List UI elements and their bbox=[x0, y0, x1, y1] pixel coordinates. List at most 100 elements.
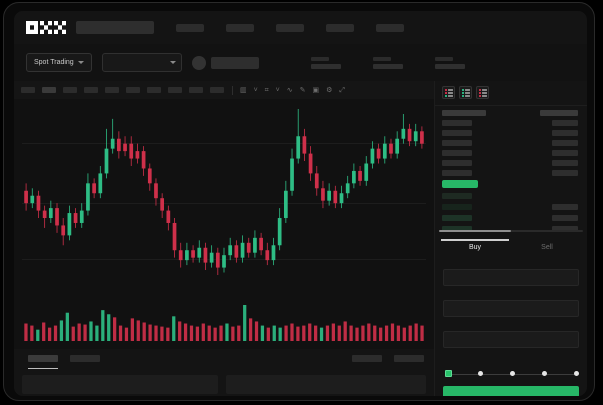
timeframe-button-5[interactable] bbox=[105, 87, 119, 93]
orderbook-header-left[interactable] bbox=[442, 110, 486, 116]
orderbook-ask-size[interactable] bbox=[552, 130, 578, 136]
orderbook-rows[interactable] bbox=[435, 106, 587, 238]
timeframe-button-2[interactable] bbox=[42, 87, 56, 93]
orderbook-bid-size[interactable] bbox=[552, 204, 578, 210]
timeframe-button-9[interactable] bbox=[189, 87, 203, 93]
ticker-stats bbox=[310, 56, 465, 69]
tab-sell[interactable]: Sell bbox=[541, 244, 553, 251]
pencil-icon[interactable]: ✎ bbox=[299, 86, 306, 94]
market-header: Spot Trading bbox=[14, 44, 587, 81]
orderbook-bid-row[interactable] bbox=[442, 193, 472, 199]
orderbook-scrollbar-thumb[interactable] bbox=[439, 230, 511, 232]
orderbook-ask-row[interactable] bbox=[442, 130, 472, 136]
percent-slider[interactable] bbox=[445, 369, 581, 379]
chevron-down-icon bbox=[169, 61, 176, 64]
active-tab-underline bbox=[28, 368, 58, 369]
timeframe-button-1[interactable] bbox=[21, 87, 35, 93]
orderbook-scrollbar-track bbox=[439, 230, 583, 232]
slider-node-25[interactable] bbox=[478, 371, 483, 376]
orderbook-mode-bids[interactable] bbox=[459, 86, 472, 99]
nav-items bbox=[176, 23, 404, 32]
nav-item-3[interactable] bbox=[276, 23, 304, 32]
tab-buy[interactable]: Buy bbox=[468, 244, 482, 251]
orderbook-ask-row[interactable] bbox=[442, 140, 472, 146]
orders-tab[interactable] bbox=[28, 355, 58, 362]
orderbook-ask-row[interactable] bbox=[442, 120, 472, 126]
orderbook-ask-size[interactable] bbox=[552, 170, 578, 176]
bottom-right-tab-1[interactable] bbox=[352, 355, 382, 362]
indicators-icon[interactable]: ⌗ bbox=[264, 86, 269, 94]
chevron-down-icon[interactable]: ˅ bbox=[253, 86, 258, 94]
candlestick-icon[interactable]: ▥ bbox=[240, 86, 247, 94]
price-chart[interactable] bbox=[14, 99, 434, 349]
orderbook-header-right[interactable] bbox=[540, 110, 578, 116]
positions-tab[interactable] bbox=[70, 355, 100, 362]
timeframe-button-8[interactable] bbox=[168, 87, 182, 93]
chart-toolbar: ▥ ˅ ⌗ ˅ ∿ ✎ ▣ ⚙ ⤢ bbox=[14, 81, 434, 99]
bottom-right-tab-2[interactable] bbox=[394, 355, 424, 362]
ticker-stat-2-label bbox=[372, 56, 391, 61]
orderbook-bid-size[interactable] bbox=[552, 215, 578, 221]
ticker-stat-1 bbox=[310, 56, 341, 69]
okx-logo-k-glyph bbox=[40, 21, 52, 34]
orderbook-bid-row[interactable] bbox=[442, 215, 472, 221]
orderbook-bid-row[interactable] bbox=[442, 226, 472, 232]
slider-node-75[interactable] bbox=[542, 371, 547, 376]
price-field[interactable] bbox=[443, 300, 579, 317]
app-screen: Spot Trading bbox=[14, 11, 587, 396]
orderbook-mode-asks[interactable] bbox=[476, 86, 489, 99]
buy-submit-button[interactable] bbox=[443, 386, 579, 396]
orderbook-bid-row[interactable] bbox=[442, 204, 472, 210]
orderbook-ask-size[interactable] bbox=[552, 120, 578, 126]
ticker-stat-3 bbox=[434, 56, 465, 69]
camera-icon[interactable]: ▣ bbox=[312, 86, 320, 94]
orderbook-view-modes bbox=[435, 81, 587, 99]
orders-table-placeholder-left bbox=[22, 375, 218, 394]
slider-handle[interactable] bbox=[445, 370, 452, 377]
orderbook-ask-row[interactable] bbox=[442, 170, 472, 176]
trading-pair-selector[interactable] bbox=[101, 53, 182, 72]
timeframe-button-4[interactable] bbox=[84, 87, 98, 93]
device-frame: Spot Trading bbox=[3, 2, 595, 401]
orderbook-bid-size[interactable] bbox=[552, 226, 578, 232]
orderbook-ask-size[interactable] bbox=[552, 150, 578, 156]
orderbook-ask-size[interactable] bbox=[552, 140, 578, 146]
slider-node-50[interactable] bbox=[510, 371, 515, 376]
timeframe-button-3[interactable] bbox=[63, 87, 77, 93]
okx-logo[interactable] bbox=[26, 21, 66, 34]
nav-item-5[interactable] bbox=[376, 23, 404, 32]
chevron-down-icon[interactable]: ˅ bbox=[275, 86, 280, 94]
timeframe-button-10[interactable] bbox=[210, 87, 224, 93]
volume-series bbox=[24, 305, 424, 341]
search-input[interactable] bbox=[76, 21, 154, 34]
orderbook-last-price-row bbox=[442, 180, 478, 188]
slider-node-100[interactable] bbox=[574, 371, 579, 376]
okx-logo-x-glyph bbox=[54, 21, 66, 34]
nav-item-4[interactable] bbox=[326, 23, 354, 32]
ticker-stat-1-value bbox=[310, 63, 341, 69]
orders-panel bbox=[14, 349, 434, 396]
chart-gridline bbox=[22, 143, 426, 144]
top-navigation-bar bbox=[14, 11, 587, 44]
amount-field[interactable] bbox=[443, 331, 579, 348]
pair-avatar bbox=[191, 55, 206, 70]
line-style-icon[interactable]: ∿ bbox=[286, 86, 293, 94]
timeframe-button-6[interactable] bbox=[126, 87, 140, 93]
nav-item-1[interactable] bbox=[176, 23, 204, 32]
orderbook-ask-row[interactable] bbox=[442, 160, 472, 166]
nav-item-2[interactable] bbox=[226, 23, 254, 32]
orderbook-mode-both[interactable] bbox=[442, 86, 455, 99]
orderbook-ask-row[interactable] bbox=[442, 150, 472, 156]
order-type-field[interactable] bbox=[443, 269, 579, 286]
settings-icon[interactable]: ⚙ bbox=[326, 86, 333, 94]
active-tab-underline bbox=[441, 239, 509, 241]
orderbook-ask-size[interactable] bbox=[552, 160, 578, 166]
ticker-stat-1-label bbox=[310, 56, 329, 61]
trade-form-tabs: Buy Sell bbox=[435, 239, 587, 261]
spot-trading-dropdown[interactable]: Spot Trading bbox=[26, 53, 92, 72]
ticker-stat-3-label bbox=[434, 56, 453, 61]
orders-panel-tabs bbox=[14, 349, 434, 362]
fullscreen-icon[interactable]: ⤢ bbox=[339, 86, 346, 94]
candlestick-series bbox=[24, 109, 424, 275]
timeframe-button-7[interactable] bbox=[147, 87, 161, 93]
